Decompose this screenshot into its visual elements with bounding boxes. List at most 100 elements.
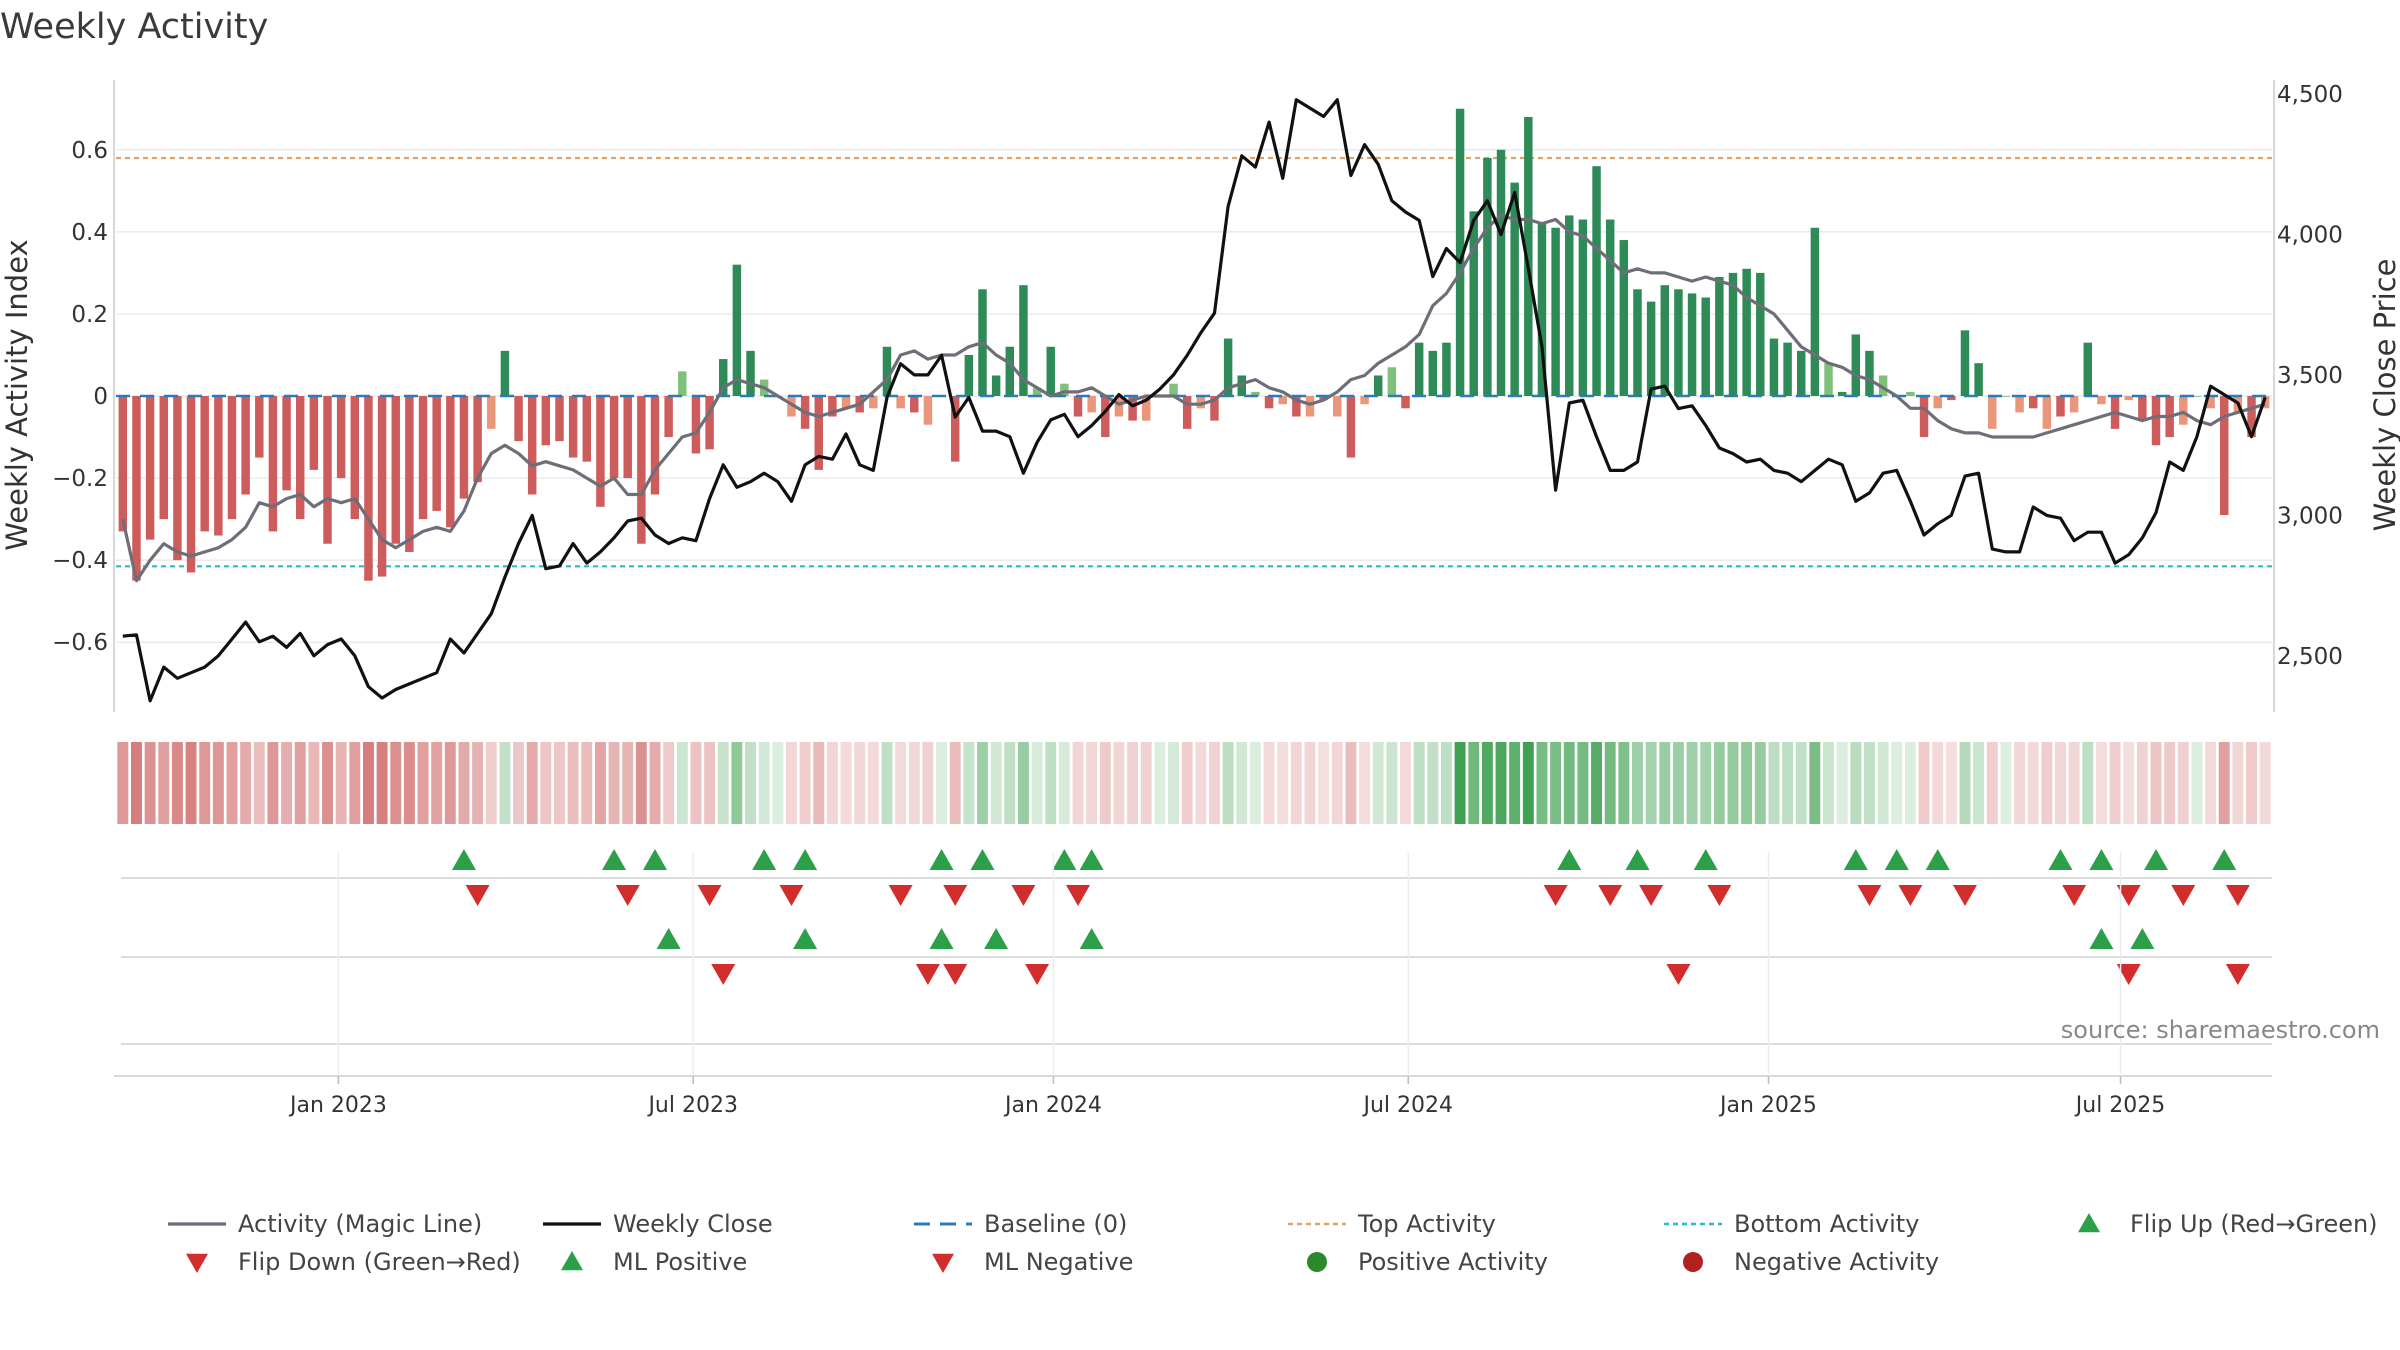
activity-bar xyxy=(1087,396,1096,413)
activity-bar xyxy=(1592,166,1601,396)
activity-bar xyxy=(1660,285,1670,396)
heat-cell xyxy=(881,742,893,824)
activity-bar xyxy=(718,359,728,396)
heat-cell xyxy=(362,742,374,824)
y-tick-label: −0.2 xyxy=(52,466,108,492)
y2-tick-label: 2,500 xyxy=(2277,644,2343,670)
signal-down-marker xyxy=(943,964,968,985)
heat-cell xyxy=(1945,742,1957,824)
heat-cell xyxy=(1713,742,1725,824)
signal-up-marker xyxy=(656,928,681,949)
activity-bar xyxy=(1101,396,1110,438)
signal-down-marker xyxy=(888,885,913,906)
heat-cell xyxy=(867,742,879,824)
heat-cell xyxy=(826,742,838,824)
signal-up-marker xyxy=(2089,928,2114,949)
activity-bar xyxy=(1019,285,1028,396)
activity-bar xyxy=(1237,375,1246,396)
heat-cell xyxy=(1140,742,1152,824)
legend-item: Activity (Magic Line) xyxy=(168,1210,482,1238)
heat-cell xyxy=(922,742,934,824)
signal-up-marker xyxy=(2089,849,2114,870)
signal-down-marker xyxy=(2225,885,2250,906)
activity-bar xyxy=(1824,363,1833,396)
activity-bar xyxy=(1674,289,1683,396)
activity-bar xyxy=(159,396,168,520)
heat-cell xyxy=(1986,742,1998,824)
heat-cell xyxy=(513,742,525,824)
heat-cell xyxy=(1536,742,1548,824)
activity-bar xyxy=(391,396,400,544)
heat-cell xyxy=(1372,742,1384,824)
y-tick-label: 0 xyxy=(93,384,108,410)
magic-line-series xyxy=(116,213,2272,583)
activity-bar xyxy=(732,264,742,396)
heat-cell xyxy=(1577,742,1589,824)
activity-bar xyxy=(623,396,632,479)
heat-cell xyxy=(1959,742,1971,824)
activity-bar xyxy=(828,396,837,417)
y-tick-label: 0.6 xyxy=(71,138,108,164)
activity-bar xyxy=(2192,396,2202,397)
y-tick-label: 0.2 xyxy=(71,302,108,328)
activity-bar xyxy=(1032,387,1042,396)
legend-swatch-dot xyxy=(1307,1252,1327,1272)
heat-cell xyxy=(376,742,388,824)
heat-cell xyxy=(1440,742,1452,824)
legend-swatch-triangle xyxy=(186,1253,208,1273)
heat-cell xyxy=(1618,742,1630,824)
activity-bar xyxy=(637,396,646,544)
activity-bar xyxy=(1292,396,1301,417)
signal-down-marker xyxy=(2225,964,2250,985)
activity-bar xyxy=(664,396,673,438)
heat-cell xyxy=(185,742,197,824)
signal-up-marker xyxy=(2048,849,2073,870)
activity-bar xyxy=(2124,396,2133,401)
activity-bar xyxy=(2220,396,2229,516)
activity-bar xyxy=(241,396,250,495)
activity-bar xyxy=(418,396,428,520)
heat-cell xyxy=(1850,742,1862,824)
heat-cell xyxy=(2177,742,2189,824)
activity-bar xyxy=(1715,276,1724,396)
y-tick-label: −0.4 xyxy=(52,548,108,574)
heat-cell xyxy=(1168,742,1179,824)
heat-cell xyxy=(895,742,907,824)
signal-up-marker xyxy=(929,849,954,870)
signal-down-marker xyxy=(943,885,968,906)
legend-label: Flip Down (Green→Red) xyxy=(238,1248,521,1276)
legend-swatch-triangle xyxy=(932,1253,954,1273)
activity-bar xyxy=(377,396,387,577)
activity-bar xyxy=(145,396,155,540)
heat-cell xyxy=(813,742,825,824)
axes xyxy=(113,80,2275,712)
heat-cell xyxy=(417,742,429,824)
activity-bar xyxy=(1919,396,1929,438)
activity-bar xyxy=(1005,346,1015,396)
heat-cell xyxy=(785,742,797,824)
activity-bar xyxy=(555,396,564,442)
activity-bar xyxy=(1633,289,1642,396)
activity-bar xyxy=(173,396,182,561)
activity-bar xyxy=(1046,346,1055,396)
activity-bar xyxy=(1373,375,1383,396)
heat-cell xyxy=(131,742,142,824)
signal-up-marker xyxy=(2130,928,2155,949)
activity-bar xyxy=(1646,301,1656,396)
activity-bar xyxy=(1360,396,1369,405)
heat-cell xyxy=(949,742,961,824)
heat-cell xyxy=(158,742,170,824)
heat-cell xyxy=(1809,742,1821,824)
legend-label: Flip Up (Red→Green) xyxy=(2130,1210,2378,1238)
heat-cell xyxy=(499,742,511,824)
activity-bar xyxy=(1947,396,1956,401)
legend-label: Positive Activity xyxy=(1358,1248,1548,1276)
heat-cell xyxy=(2082,742,2094,824)
heat-cell xyxy=(1672,742,1684,824)
activity-bar xyxy=(1537,223,1547,396)
heat-cell xyxy=(581,742,593,824)
activity-bar xyxy=(200,396,209,532)
activity-bar xyxy=(473,396,482,483)
signal-up-marker xyxy=(1625,849,1650,870)
heat-cell xyxy=(1427,742,1439,824)
